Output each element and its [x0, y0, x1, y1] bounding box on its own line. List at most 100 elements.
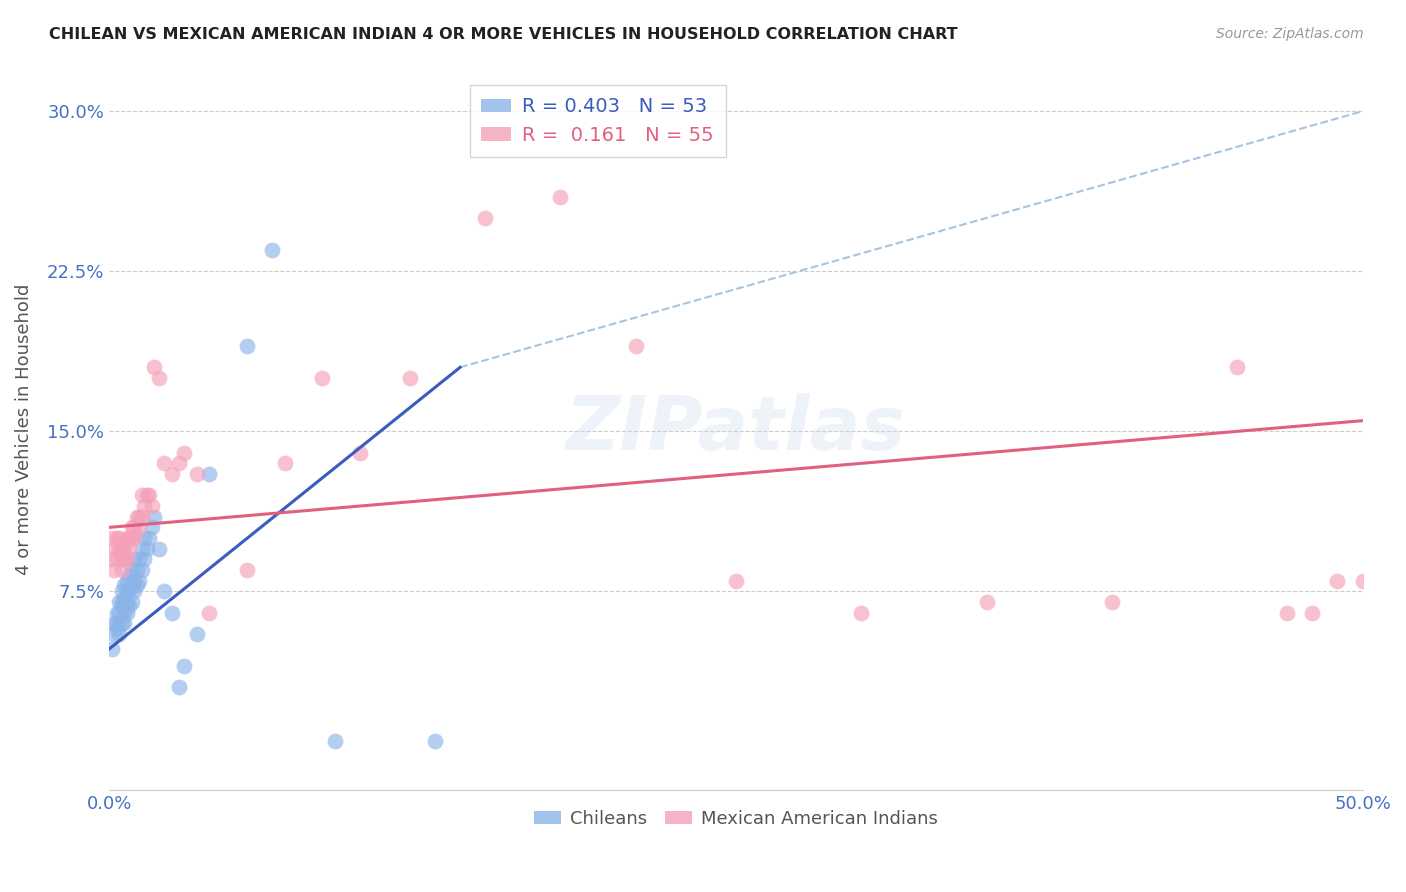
Point: [121, 578, 143, 592]
Point: [311, 371, 333, 385]
Point: [262, 243, 284, 257]
Point: [1351, 574, 1374, 588]
Point: [131, 541, 153, 556]
Point: [236, 339, 259, 353]
Point: [160, 606, 183, 620]
Point: [128, 552, 150, 566]
Point: [111, 563, 134, 577]
Point: [624, 339, 647, 353]
Point: [134, 552, 156, 566]
Point: [141, 520, 163, 534]
Point: [103, 563, 125, 577]
Point: [111, 584, 134, 599]
Point: [112, 552, 135, 566]
Point: [118, 541, 141, 556]
Point: [105, 606, 128, 620]
Point: [105, 552, 128, 566]
Point: [122, 584, 145, 599]
Point: [143, 509, 166, 524]
Point: [474, 211, 496, 225]
Point: [122, 520, 145, 534]
Point: [131, 509, 153, 524]
Point: [724, 574, 747, 588]
Point: [122, 552, 145, 566]
Point: [118, 584, 141, 599]
Point: [169, 456, 191, 470]
Point: [148, 371, 170, 385]
Point: [273, 456, 295, 470]
Point: [115, 552, 138, 566]
Point: [115, 584, 138, 599]
Point: [323, 734, 346, 748]
Point: [108, 606, 131, 620]
Point: [111, 599, 134, 614]
Point: [1277, 606, 1299, 620]
Point: [1101, 595, 1123, 609]
Point: [169, 681, 191, 695]
Point: [122, 531, 145, 545]
Point: [134, 499, 156, 513]
Point: [423, 734, 446, 748]
Point: [111, 595, 134, 609]
Point: [121, 531, 143, 545]
Point: [138, 531, 160, 545]
Point: [108, 531, 131, 545]
Point: [128, 574, 150, 588]
Point: [108, 627, 131, 641]
Point: [115, 574, 138, 588]
Point: [399, 371, 422, 385]
Point: [153, 584, 176, 599]
Point: [111, 552, 134, 566]
Point: [125, 509, 148, 524]
Point: [131, 563, 153, 577]
Legend: Chileans, Mexican American Indians: Chileans, Mexican American Indians: [526, 803, 945, 835]
Point: [111, 616, 134, 631]
Point: [125, 578, 148, 592]
Point: [198, 606, 221, 620]
Point: [112, 606, 135, 620]
Point: [186, 627, 208, 641]
Point: [128, 509, 150, 524]
Point: [135, 488, 157, 502]
Point: [115, 531, 138, 545]
Point: [134, 531, 156, 545]
Point: [118, 599, 141, 614]
Point: [851, 606, 873, 620]
Point: [141, 499, 163, 513]
Point: [112, 616, 135, 631]
Point: [105, 616, 128, 631]
Point: [122, 574, 145, 588]
Point: [100, 642, 122, 657]
Point: [121, 595, 143, 609]
Point: [148, 541, 170, 556]
Text: CHILEAN VS MEXICAN AMERICAN INDIAN 4 OR MORE VEHICLES IN HOUSEHOLD CORRELATION C: CHILEAN VS MEXICAN AMERICAN INDIAN 4 OR …: [49, 27, 957, 42]
Point: [121, 520, 143, 534]
Point: [118, 569, 141, 583]
Point: [135, 541, 157, 556]
Point: [186, 467, 208, 481]
Point: [100, 552, 122, 566]
Point: [1301, 606, 1323, 620]
Point: [1326, 574, 1348, 588]
Point: [103, 616, 125, 631]
Text: ZIPatlas: ZIPatlas: [565, 392, 905, 466]
Point: [115, 595, 138, 609]
Point: [111, 541, 134, 556]
Point: [550, 189, 572, 203]
Point: [976, 595, 998, 609]
Point: [143, 360, 166, 375]
Point: [112, 591, 135, 605]
Point: [125, 563, 148, 577]
Point: [121, 563, 143, 577]
Y-axis label: 4 or more Vehicles in Household: 4 or more Vehicles in Household: [15, 284, 32, 575]
Point: [105, 531, 128, 545]
Point: [112, 541, 135, 556]
Point: [1226, 360, 1249, 375]
Text: Source: ZipAtlas.com: Source: ZipAtlas.com: [1216, 27, 1364, 41]
Point: [198, 467, 221, 481]
Point: [118, 531, 141, 545]
Point: [105, 621, 128, 635]
Point: [153, 456, 176, 470]
Point: [103, 541, 125, 556]
Point: [160, 467, 183, 481]
